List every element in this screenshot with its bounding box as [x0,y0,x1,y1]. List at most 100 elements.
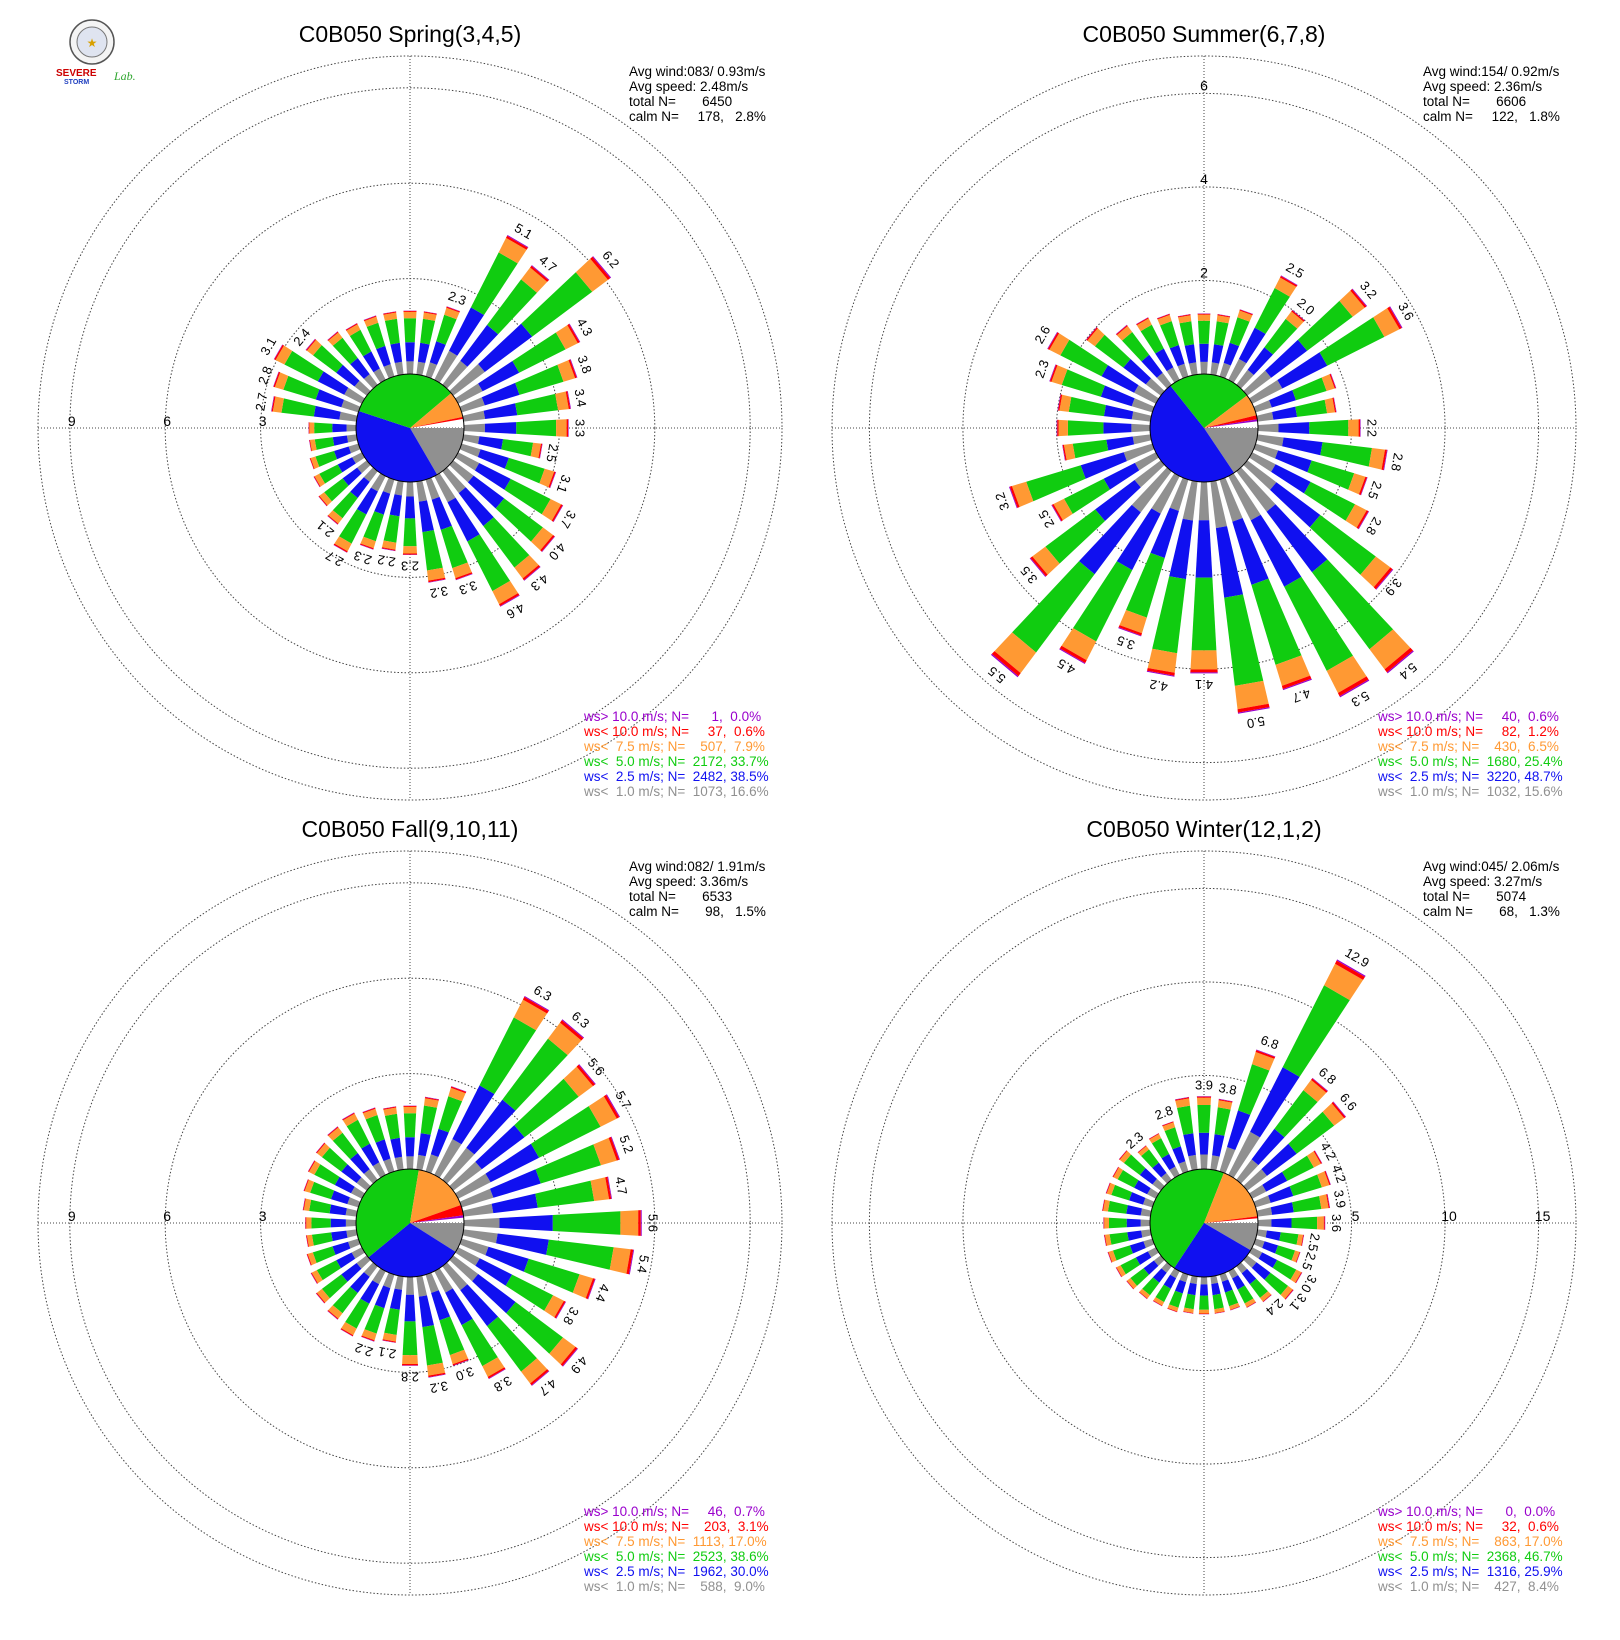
spoke-segment [449,364,485,396]
spoke-segment [321,1147,348,1172]
spoke-segment [337,457,356,473]
spoke-segment [1339,679,1370,698]
spoke-segment [1227,1110,1251,1150]
spoke-segment [352,452,365,464]
spoke-segment [1256,1049,1276,1057]
spoke-segment [309,422,315,434]
legend-entry: ws< 7.5 m/s; N= 863, 17.0% [1377,1534,1563,1549]
spoke-segment [1264,1272,1289,1295]
spoke-segment [336,364,360,387]
spoke-segment [1319,1194,1329,1209]
spoke-segment [339,509,367,544]
spoke-segment [531,1370,550,1386]
spoke-segment [1210,480,1227,529]
radial-tick-label: 10 [1441,1208,1457,1224]
spoke-segment [568,359,577,379]
spoke-segment [1332,397,1337,413]
spoke-segment [313,476,320,488]
spoke-segment [1157,314,1172,326]
spoke-segment [446,306,460,313]
spoke-segment [1167,1308,1178,1313]
spoke-segment [332,1132,358,1160]
spoke-segment [1118,627,1142,637]
spoke-segment [447,497,480,542]
spoke-segment [1148,1133,1159,1139]
spoke-segment [1195,520,1213,578]
spoke-segment [459,1188,494,1208]
spoke-segment [316,1288,330,1303]
spoke-segment [311,1270,323,1284]
spoke-segment [609,1247,631,1274]
spoke-segment [610,1136,620,1160]
spoke-segment [314,1164,340,1185]
spoke-segment [327,331,339,341]
spoke-segment [330,1190,350,1205]
spoke-segment [315,1142,325,1153]
stat-line: total N= 6533 [629,889,732,904]
spoke-segment [1153,1300,1163,1307]
spoke-segment [309,458,314,470]
spoke-segment [1101,365,1139,393]
spoke-segment [383,1107,397,1116]
spoke-segment [1252,1052,1275,1071]
spoke-value-label: 3.2 [429,1378,449,1396]
spoke-segment [560,1346,578,1367]
spoke-value-label: 2.5 [1365,479,1385,501]
spoke-segment [1123,1154,1146,1175]
spoke-segment [1131,411,1152,422]
radial-tick-label: 6 [163,1208,171,1224]
spoke-segment [1169,1166,1180,1178]
spoke-segment [606,1094,620,1118]
spoke-segment [1103,1234,1107,1246]
spoke-segment [346,1229,358,1238]
spoke-segment [478,361,520,392]
pie-slice [1204,415,1258,428]
spoke-segment [383,1158,395,1174]
spoke-segment [1169,518,1193,580]
spoke-value-label: 5.2 [616,1133,636,1155]
spoke-segment [1296,1234,1304,1246]
spoke-value-label: 4.4 [592,1282,612,1304]
spoke-segment [541,536,556,552]
spoke-segment [271,396,275,412]
spoke-segment [515,393,559,416]
spoke-segment [383,311,397,314]
pie-slice [410,416,464,428]
spoke-segment [321,1274,348,1299]
spoke-segment [1217,314,1231,318]
spoke-segment [394,480,404,496]
spoke-segment [461,1318,498,1367]
spoke-segment [373,368,386,383]
spoke-segment [1389,306,1403,329]
radial-tick-label: 3 [259,413,267,429]
spoke-segment [1162,1121,1174,1126]
spoke-segment [340,1328,354,1337]
spoke-segment [1285,1289,1294,1300]
spoke-segment [1155,348,1174,372]
spoke-segment [1103,405,1134,420]
spoke-segment [1141,354,1163,378]
spoke-segment [330,1218,346,1228]
spoke-segment [328,332,343,346]
spoke-segment [1278,422,1310,434]
spoke-segment [303,1198,312,1211]
spoke-segment [1109,1217,1127,1229]
spoke-segment [1279,1232,1299,1245]
spoke-segment [1314,1150,1323,1164]
spoke-segment [423,311,437,315]
spoke-segment [374,491,391,515]
spoke-segment [1009,486,1018,509]
spoke-value-label: 3.6 [1395,300,1417,323]
spoke-segment [1115,324,1128,335]
spoke-segment [1301,1234,1304,1246]
spoke-segment [1360,477,1368,496]
spoke-segment [1249,452,1276,472]
spoke-segment [1321,374,1335,391]
spoke-segment [428,577,446,583]
spoke-segment [590,1177,610,1201]
spoke-segment [1237,1285,1254,1304]
legend-entry: ws< 7.5 m/s; N= 507, 7.9% [583,739,765,754]
pie-slice [410,1169,461,1223]
spoke-value-label: 2.2 [376,552,396,570]
spoke-segment [1214,1107,1231,1136]
